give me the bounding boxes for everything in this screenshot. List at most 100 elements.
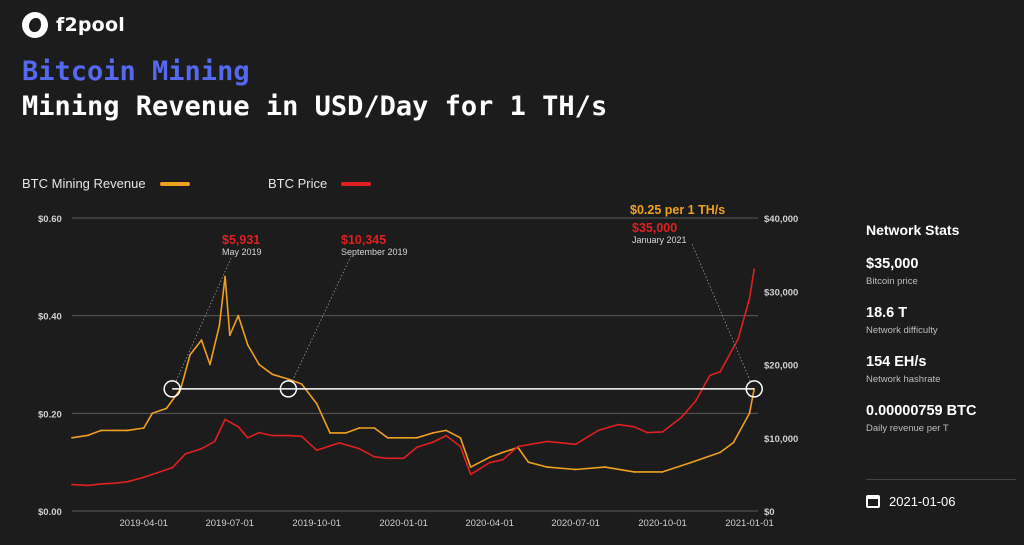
annotation-leader [292,255,352,382]
legend-swatch-price [341,181,372,186]
data-point [237,314,240,317]
brand-logo: f2pool [22,12,125,38]
data-point [246,344,249,346]
data-point [200,339,203,341]
data-point [402,457,405,460]
data-point [271,373,274,376]
stat-value: 0.00000759 BTC [866,403,977,419]
stat-label: Network difficulty [866,325,938,336]
data-point [271,434,274,437]
annotation-leader [175,255,233,382]
data-point [690,461,693,464]
x-tick-label: 2020-04-01 [465,518,514,529]
y-right-tick-label: $40,000 [764,214,798,225]
data-point [432,431,434,434]
data-point [753,268,756,271]
x-tick-label: 2019-07-01 [205,518,254,529]
data-point [345,431,347,434]
data-point [386,436,389,439]
data-point [661,430,664,433]
data-point [126,480,129,483]
annotation-date-label: May 2019 [222,247,262,257]
data-point [87,484,89,487]
data-point [237,425,240,428]
y-right-tick-label: $20,000 [764,361,798,372]
data-point [708,374,711,377]
data-point [517,445,519,448]
y-left-tick-label: $0.40 [38,312,62,323]
y-left-tick-label: $0.00 [38,507,62,518]
data-point [488,461,491,464]
x-tick-label: 2020-01-01 [379,518,428,529]
x-tick-label: 2019-10-01 [292,518,341,529]
network-stats-panel: Network Stats $35,000 Bitcoin price 18.6… [866,222,1016,452]
network-stats-heading: Network Stats [866,222,960,238]
data-point [469,466,472,468]
y-right-tick-label: $0 [764,507,775,518]
stat-label: Bitcoin price [866,276,918,287]
data-point [213,440,216,443]
data-point [165,407,168,410]
data-point [156,472,158,474]
stat-daily-revenue: 0.00000759 BTC Daily revenue per T [866,403,1016,434]
data-point [445,434,448,437]
data-point [100,429,103,432]
stat-value: 154 EH/s [866,354,927,370]
data-point [224,418,226,421]
data-point [338,441,341,444]
data-point [402,436,405,439]
data-point [546,466,549,468]
legend-swatch-revenue [159,181,190,186]
calendar-icon [866,495,880,508]
y-right-tick-label: $10,000 [764,434,798,445]
data-point [71,436,73,439]
data-point [661,471,664,473]
data-point [258,431,260,434]
data-point [287,434,290,437]
data-point [633,471,636,473]
bird-logo-icon [22,12,48,38]
series-line-revenue [71,275,755,473]
data-point [386,457,389,460]
stat-value: 18.6 T [866,305,908,321]
data-point [218,324,221,327]
x-tick-label: 2019-04-01 [120,518,169,529]
y-left-tick-label: $0.60 [38,214,62,225]
page-subtitle: Mining Revenue in USD/Day for 1 TH/s [22,91,608,122]
stats-date: 2021-01-06 [866,494,956,509]
data-point [209,363,211,366]
data-point [597,429,600,432]
data-point [527,461,530,464]
data-point [113,429,116,432]
data-point [415,446,418,449]
data-point [459,445,462,448]
data-point [748,297,751,300]
data-point [287,378,290,381]
data-point [694,400,697,403]
data-point [358,427,361,429]
x-tick-label: 2020-07-01 [551,518,600,529]
annotation-leader [691,243,751,382]
data-point [246,436,249,439]
data-point [415,436,418,439]
data-point [315,402,318,405]
data-point [469,473,472,476]
data-point [329,431,331,434]
series-line-price [71,269,755,487]
data-point [300,383,303,385]
data-point [189,353,192,356]
data-point [501,451,504,454]
data-point [373,455,376,458]
annotation-marker [745,380,763,398]
data-point [142,476,145,479]
legend-label-price: BTC Price [268,176,328,191]
annotation-revenue-label: $0.25 per 1 TH/s [630,203,725,217]
data-point [719,370,722,373]
data-point [604,466,606,468]
data-point [574,443,577,446]
data-point [300,435,303,438]
legend-item-price: BTC Price [268,176,372,191]
annotation-price-label: $35,000 [632,221,677,235]
revenue-price-chart: $0.00 $0.20 $0.40 $0.60 $0 $10,000 $20,000 $30,… [38,203,798,529]
data-point [126,429,129,432]
